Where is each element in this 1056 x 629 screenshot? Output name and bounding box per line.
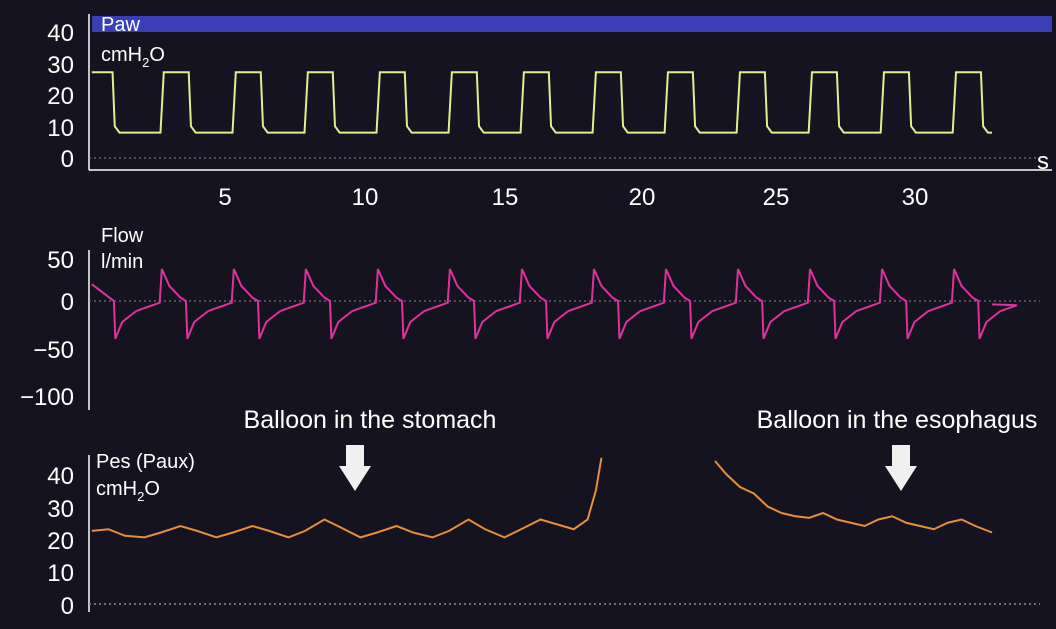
flow-ytick: −100 <box>20 384 74 411</box>
x-axis-unit: s <box>1037 148 1049 175</box>
paw-trace <box>91 71 993 134</box>
pes-panel: Pes (Paux) cmH2O 40 30 20 10 0 <box>47 451 1040 620</box>
flow-trace <box>91 268 1018 340</box>
flow-ytick: 0 <box>61 289 74 316</box>
flow-label: Flow <box>101 225 144 247</box>
pes-ytick: 40 <box>47 463 74 490</box>
flow-unit: l/min <box>101 251 143 273</box>
flow-panel: Flow l/min 50 0 −50 −100 <box>20 225 1040 411</box>
x-tick-label: 20 <box>629 184 656 211</box>
pes-ytick: 0 <box>61 593 74 620</box>
pes-ytick: 20 <box>47 528 74 555</box>
x-tick-label: 10 <box>352 184 379 211</box>
pes-unit: cmH2O <box>96 478 160 504</box>
paw-ytick: 20 <box>47 83 74 110</box>
paw-ytick: 10 <box>47 115 74 142</box>
x-tick-label: 5 <box>218 184 231 211</box>
flow-ytick: 50 <box>47 247 74 274</box>
pes-label: Pes (Paux) <box>96 451 195 473</box>
pes-ytick: 10 <box>47 560 74 587</box>
pes-trace-esophagus <box>714 460 993 534</box>
x-tick-label: 15 <box>492 184 519 211</box>
pes-ytick: 30 <box>47 496 74 523</box>
paw-ytick: 0 <box>61 146 74 173</box>
arrow-down-icon <box>339 445 371 491</box>
annotation-stomach: Balloon in the stomach <box>244 406 497 434</box>
paw-ytick: 40 <box>47 20 74 47</box>
arrow-down-icon <box>885 445 917 491</box>
flow-ytick: −50 <box>33 337 74 364</box>
paw-ytick: 30 <box>47 52 74 79</box>
paw-label: Paw <box>101 14 140 36</box>
pes-trace-stomach <box>91 457 603 539</box>
paw-panel: Paw cmH2O 40 30 20 10 0 s 5 10 15 20 25 … <box>47 14 1052 211</box>
paw-unit: cmH2O <box>101 44 165 70</box>
x-tick-label: 30 <box>902 184 929 211</box>
x-tick-label: 25 <box>763 184 790 211</box>
annotation-esophagus: Balloon in the esophagus <box>757 406 1038 434</box>
top-indicator-band <box>92 16 1052 32</box>
